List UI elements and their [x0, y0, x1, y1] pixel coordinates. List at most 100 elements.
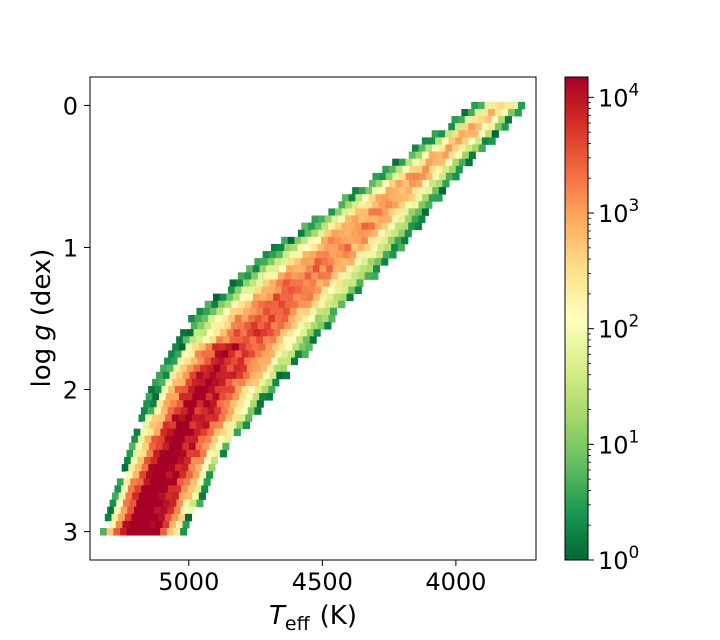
- heatmap-cell: [170, 357, 178, 366]
- heatmap-cell: [337, 243, 345, 252]
- heatmap-cell: [438, 130, 446, 138]
- heatmap-cell: [477, 101, 485, 110]
- heatmap-cell: [246, 329, 254, 337]
- heatmap-cell: [157, 435, 166, 444]
- colorbar-tick-label: 103: [598, 196, 639, 228]
- heatmap-cell: [128, 464, 136, 472]
- heatmap-cell: [154, 407, 162, 415]
- heatmap-cell: [218, 378, 226, 387]
- heatmap-cell: [153, 506, 162, 515]
- heatmap-cell: [133, 428, 141, 437]
- heatmap-cell: [269, 307, 277, 316]
- heatmap-cell: [174, 407, 182, 415]
- heatmap-cell: [180, 428, 188, 437]
- heatmap-cell: [394, 222, 402, 231]
- heatmap-cell: [301, 222, 309, 231]
- heatmap-cell: [290, 243, 299, 252]
- heatmap-cell: [183, 400, 191, 408]
- heatmap-cell: [246, 364, 254, 373]
- heatmap-cell: [356, 251, 364, 259]
- heatmap-cell: [216, 336, 224, 344]
- heatmap-cell: [323, 307, 331, 316]
- heatmap-cell: [504, 101, 512, 110]
- heatmap-cell: [222, 421, 230, 429]
- heatmap-cell: [371, 215, 379, 224]
- heatmap-cell: [301, 286, 309, 295]
- heatmap-cell: [345, 201, 353, 209]
- heatmap-cell: [160, 364, 168, 373]
- heatmap-cell: [241, 350, 249, 358]
- heatmap-cell: [458, 130, 466, 138]
- heatmap-cell: [368, 179, 377, 188]
- heatmap-cell: [228, 350, 236, 358]
- heatmap-cell: [405, 158, 413, 167]
- heatmap-cell: [189, 336, 197, 344]
- heatmap-cell: [452, 144, 460, 152]
- heatmap-cell: [137, 457, 145, 465]
- heatmap-cell: [365, 187, 373, 195]
- heatmap-cell: [261, 258, 269, 266]
- heatmap-cell: [237, 357, 245, 366]
- heatmap-cell: [133, 506, 142, 515]
- heatmap-cell: [296, 307, 304, 316]
- heatmap-cell: [147, 506, 155, 515]
- heatmap-cell: [234, 350, 242, 358]
- heatmap-cell: [205, 393, 213, 401]
- heatmap-cell: [173, 449, 181, 458]
- heatmap-cell: [481, 108, 489, 117]
- heatmap-cell: [196, 371, 204, 380]
- heatmap-cell: [391, 229, 399, 238]
- heatmap-cell: [464, 116, 472, 124]
- heatmap-cell: [327, 258, 335, 266]
- heatmap-cell: [462, 151, 470, 160]
- heatmap-cell: [169, 499, 177, 508]
- heatmap-cell: [156, 400, 164, 408]
- heatmap-cell: [195, 442, 203, 451]
- heatmap-cell: [498, 116, 506, 124]
- heatmap-cell: [264, 322, 272, 330]
- heatmap-cell: [497, 101, 506, 110]
- y-axis-label-var: g: [27, 324, 57, 341]
- heatmap-cell: [468, 151, 476, 160]
- heatmap-cell: [286, 293, 294, 302]
- heatmap-cell: [178, 492, 186, 501]
- heatmap-cell: [208, 464, 216, 472]
- heatmap-cell: [156, 499, 164, 508]
- heatmap-cell: [317, 229, 326, 238]
- heatmap-cell: [145, 492, 153, 501]
- heatmap-cell: [147, 485, 155, 493]
- heatmap-cell: [311, 272, 319, 280]
- heatmap-cell: [331, 272, 339, 280]
- heatmap-cell: [234, 286, 242, 295]
- heatmap-cell: [176, 400, 184, 408]
- heatmap-cell: [311, 300, 319, 309]
- heatmap-cell: [142, 421, 150, 429]
- heatmap-cell: [265, 393, 273, 401]
- heatmap-cell: [172, 343, 180, 351]
- heatmap-cell: [337, 272, 346, 280]
- y-axis-label-unit: (dex): [27, 249, 57, 317]
- heatmap-cell: [145, 471, 154, 479]
- heatmap-cell: [170, 457, 178, 465]
- heatmap-cell: [186, 471, 194, 479]
- heatmap-cell: [339, 265, 347, 273]
- heatmap-cell: [113, 506, 121, 515]
- heatmap-cell: [230, 322, 238, 330]
- heatmap-cell: [359, 265, 367, 273]
- heatmap-cell: [461, 137, 469, 145]
- heatmap-cell: [165, 471, 174, 479]
- heatmap-cell: [185, 378, 193, 387]
- heatmap-cell: [317, 272, 326, 280]
- heatmap-cell: [144, 513, 152, 522]
- heatmap-cell: [394, 236, 402, 245]
- heatmap-cell: [259, 393, 267, 401]
- heatmap-cell: [327, 236, 335, 245]
- heatmap-cell: [334, 236, 342, 245]
- heatmap-cell: [439, 172, 447, 181]
- heatmap-cell: [481, 123, 489, 131]
- heatmap-cell: [264, 357, 272, 366]
- heatmap-cell: [198, 435, 206, 444]
- heatmap-cell: [164, 457, 172, 465]
- heatmap-cell: [193, 449, 201, 458]
- heatmap-cell: [187, 407, 195, 415]
